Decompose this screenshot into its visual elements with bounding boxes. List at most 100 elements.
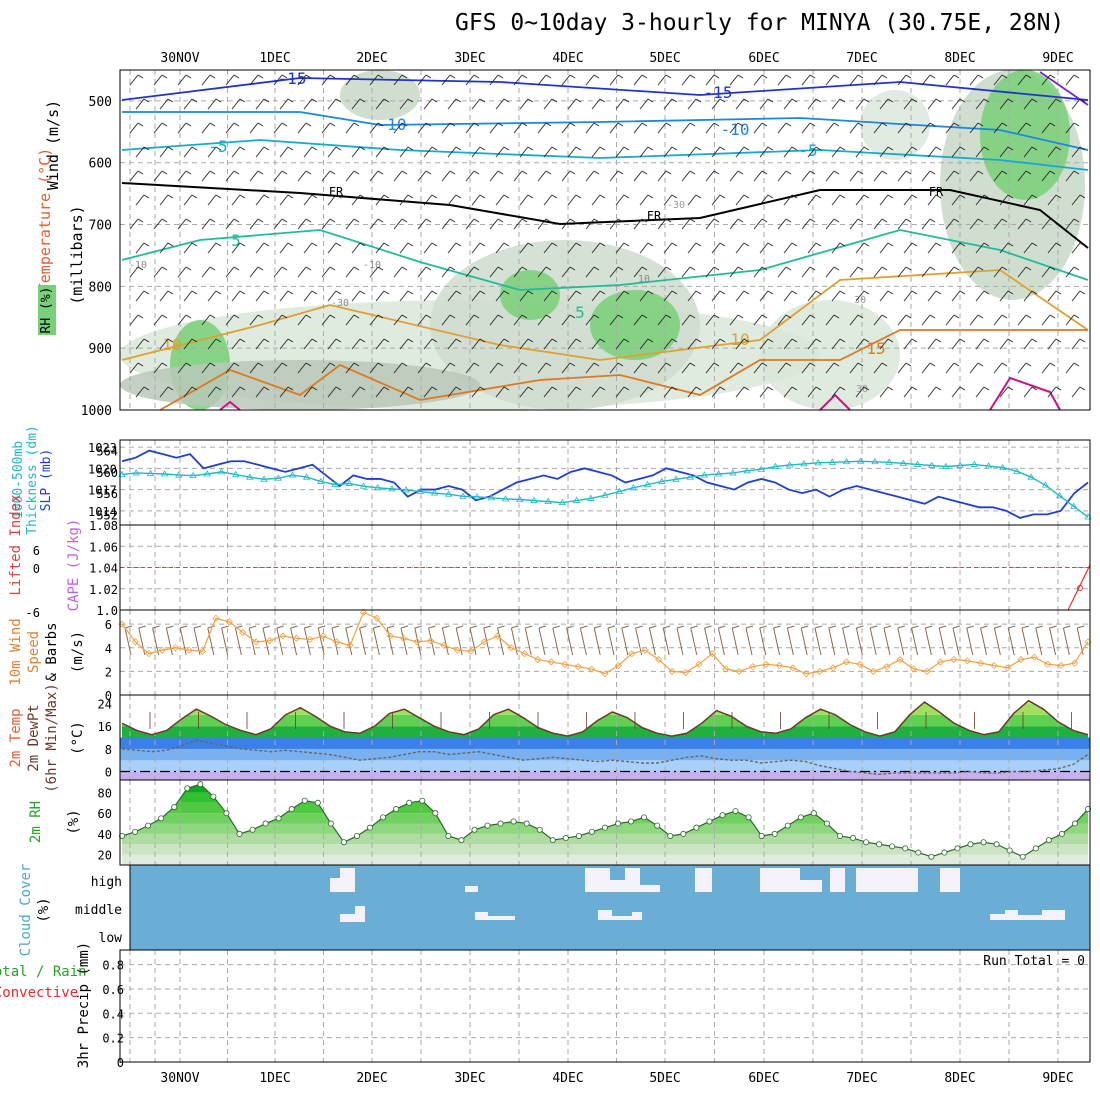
wind-barb [921, 266, 936, 278]
barb-shaft [399, 386, 409, 398]
barb-shaft [945, 122, 955, 134]
barb-flag [431, 242, 438, 247]
barb-shaft [801, 314, 811, 326]
wind-barb [543, 98, 558, 110]
barb-shaft [681, 314, 691, 326]
wind-barb [753, 74, 768, 86]
wind-speed-point [534, 656, 542, 664]
wind-barb [1017, 266, 1032, 278]
barb-flag [239, 194, 246, 199]
barb-flag [647, 386, 654, 391]
thickness-point [189, 471, 197, 478]
surface-wind-flag [607, 625, 616, 629]
wind-barb [825, 122, 840, 134]
wind-barb [831, 242, 846, 254]
barb-flag [305, 266, 312, 271]
barb-shaft [753, 122, 763, 134]
slp-tick: 1020 [88, 462, 117, 476]
surface-wind-barb [124, 627, 132, 656]
surface-wind-barb [1062, 627, 1070, 656]
barb-flag [287, 290, 294, 295]
wind-barb [393, 266, 408, 278]
barb-shaft [399, 338, 409, 350]
barb-shaft [135, 242, 145, 254]
wind-barb [1047, 290, 1062, 302]
rh-point [915, 849, 922, 856]
barb-shaft [657, 122, 667, 134]
contour-label: 10 [730, 330, 749, 349]
barb-flag [497, 218, 504, 223]
barb-flag [1025, 266, 1032, 271]
thickness-point [942, 462, 950, 469]
barb-flag [377, 122, 384, 127]
barb-shaft [1071, 194, 1081, 206]
wind-barb [879, 386, 894, 398]
wind-barb [471, 290, 486, 302]
barb-shaft [825, 122, 835, 134]
wind-barb [783, 194, 798, 206]
barb-shaft [1023, 242, 1033, 254]
barb-shaft [495, 146, 505, 158]
wind-speed-point [708, 650, 716, 658]
barb-flag [161, 74, 168, 79]
barb-flag [431, 290, 438, 295]
barb-flag [431, 98, 438, 103]
rh-band [122, 792, 1088, 803]
barb-shaft [1065, 122, 1075, 134]
barb-flag [713, 74, 720, 79]
wind-barb [519, 146, 534, 158]
rh-point [758, 832, 765, 839]
barb-shaft [825, 170, 835, 182]
wind-speed-point [668, 667, 676, 675]
wind-barb [945, 122, 960, 134]
barb-shaft [879, 194, 889, 206]
barb-shaft [465, 170, 475, 182]
wind-speed-point [749, 663, 757, 671]
thickness-point [331, 480, 339, 488]
barb-shaft [783, 290, 793, 302]
rh-point [941, 849, 948, 856]
thickness-point [160, 470, 169, 477]
barb-flag [959, 242, 966, 247]
barb-shaft [561, 266, 571, 278]
barb-shaft [879, 338, 889, 350]
surface-wind-flag [1077, 625, 1085, 629]
wind-barb [825, 314, 840, 326]
surface-wind-flag [497, 625, 505, 629]
rh-point [197, 781, 204, 788]
surface-wind-flag [649, 625, 657, 629]
barb-flag [1073, 74, 1080, 79]
wind-barb [591, 290, 606, 302]
barb-flag [335, 290, 342, 295]
cape-tick: 1.06 [89, 540, 118, 554]
barb-shaft [561, 122, 571, 134]
barb-shaft [393, 266, 403, 278]
barb-flag [263, 194, 270, 199]
rh-band [122, 833, 1088, 845]
wind-barb [543, 194, 558, 206]
barb-shaft [1065, 266, 1075, 278]
barb-shaft [681, 362, 691, 374]
barb-flag [809, 362, 816, 367]
contour-label: FR [929, 185, 944, 199]
barb-flag [305, 218, 312, 223]
barb-shaft [249, 362, 259, 374]
barb-shaft [729, 314, 739, 326]
barb-shaft [1071, 290, 1081, 302]
barb-shaft [303, 194, 313, 206]
wind-barb [801, 218, 816, 230]
barb-shaft [993, 362, 1003, 374]
barb-shaft [513, 74, 523, 86]
wind-tick: 0 [105, 689, 112, 703]
barb-shaft [393, 74, 403, 86]
barb-shaft [249, 170, 259, 182]
barb-shaft [375, 290, 385, 302]
barb-shaft [375, 242, 385, 254]
barb-flag [1049, 74, 1056, 79]
barb-flag [473, 218, 480, 223]
barb-shaft [633, 218, 643, 230]
barb-flag [719, 290, 726, 295]
wind-barb [231, 386, 246, 398]
barb-flag [1073, 266, 1080, 271]
wind-barb [783, 386, 798, 398]
